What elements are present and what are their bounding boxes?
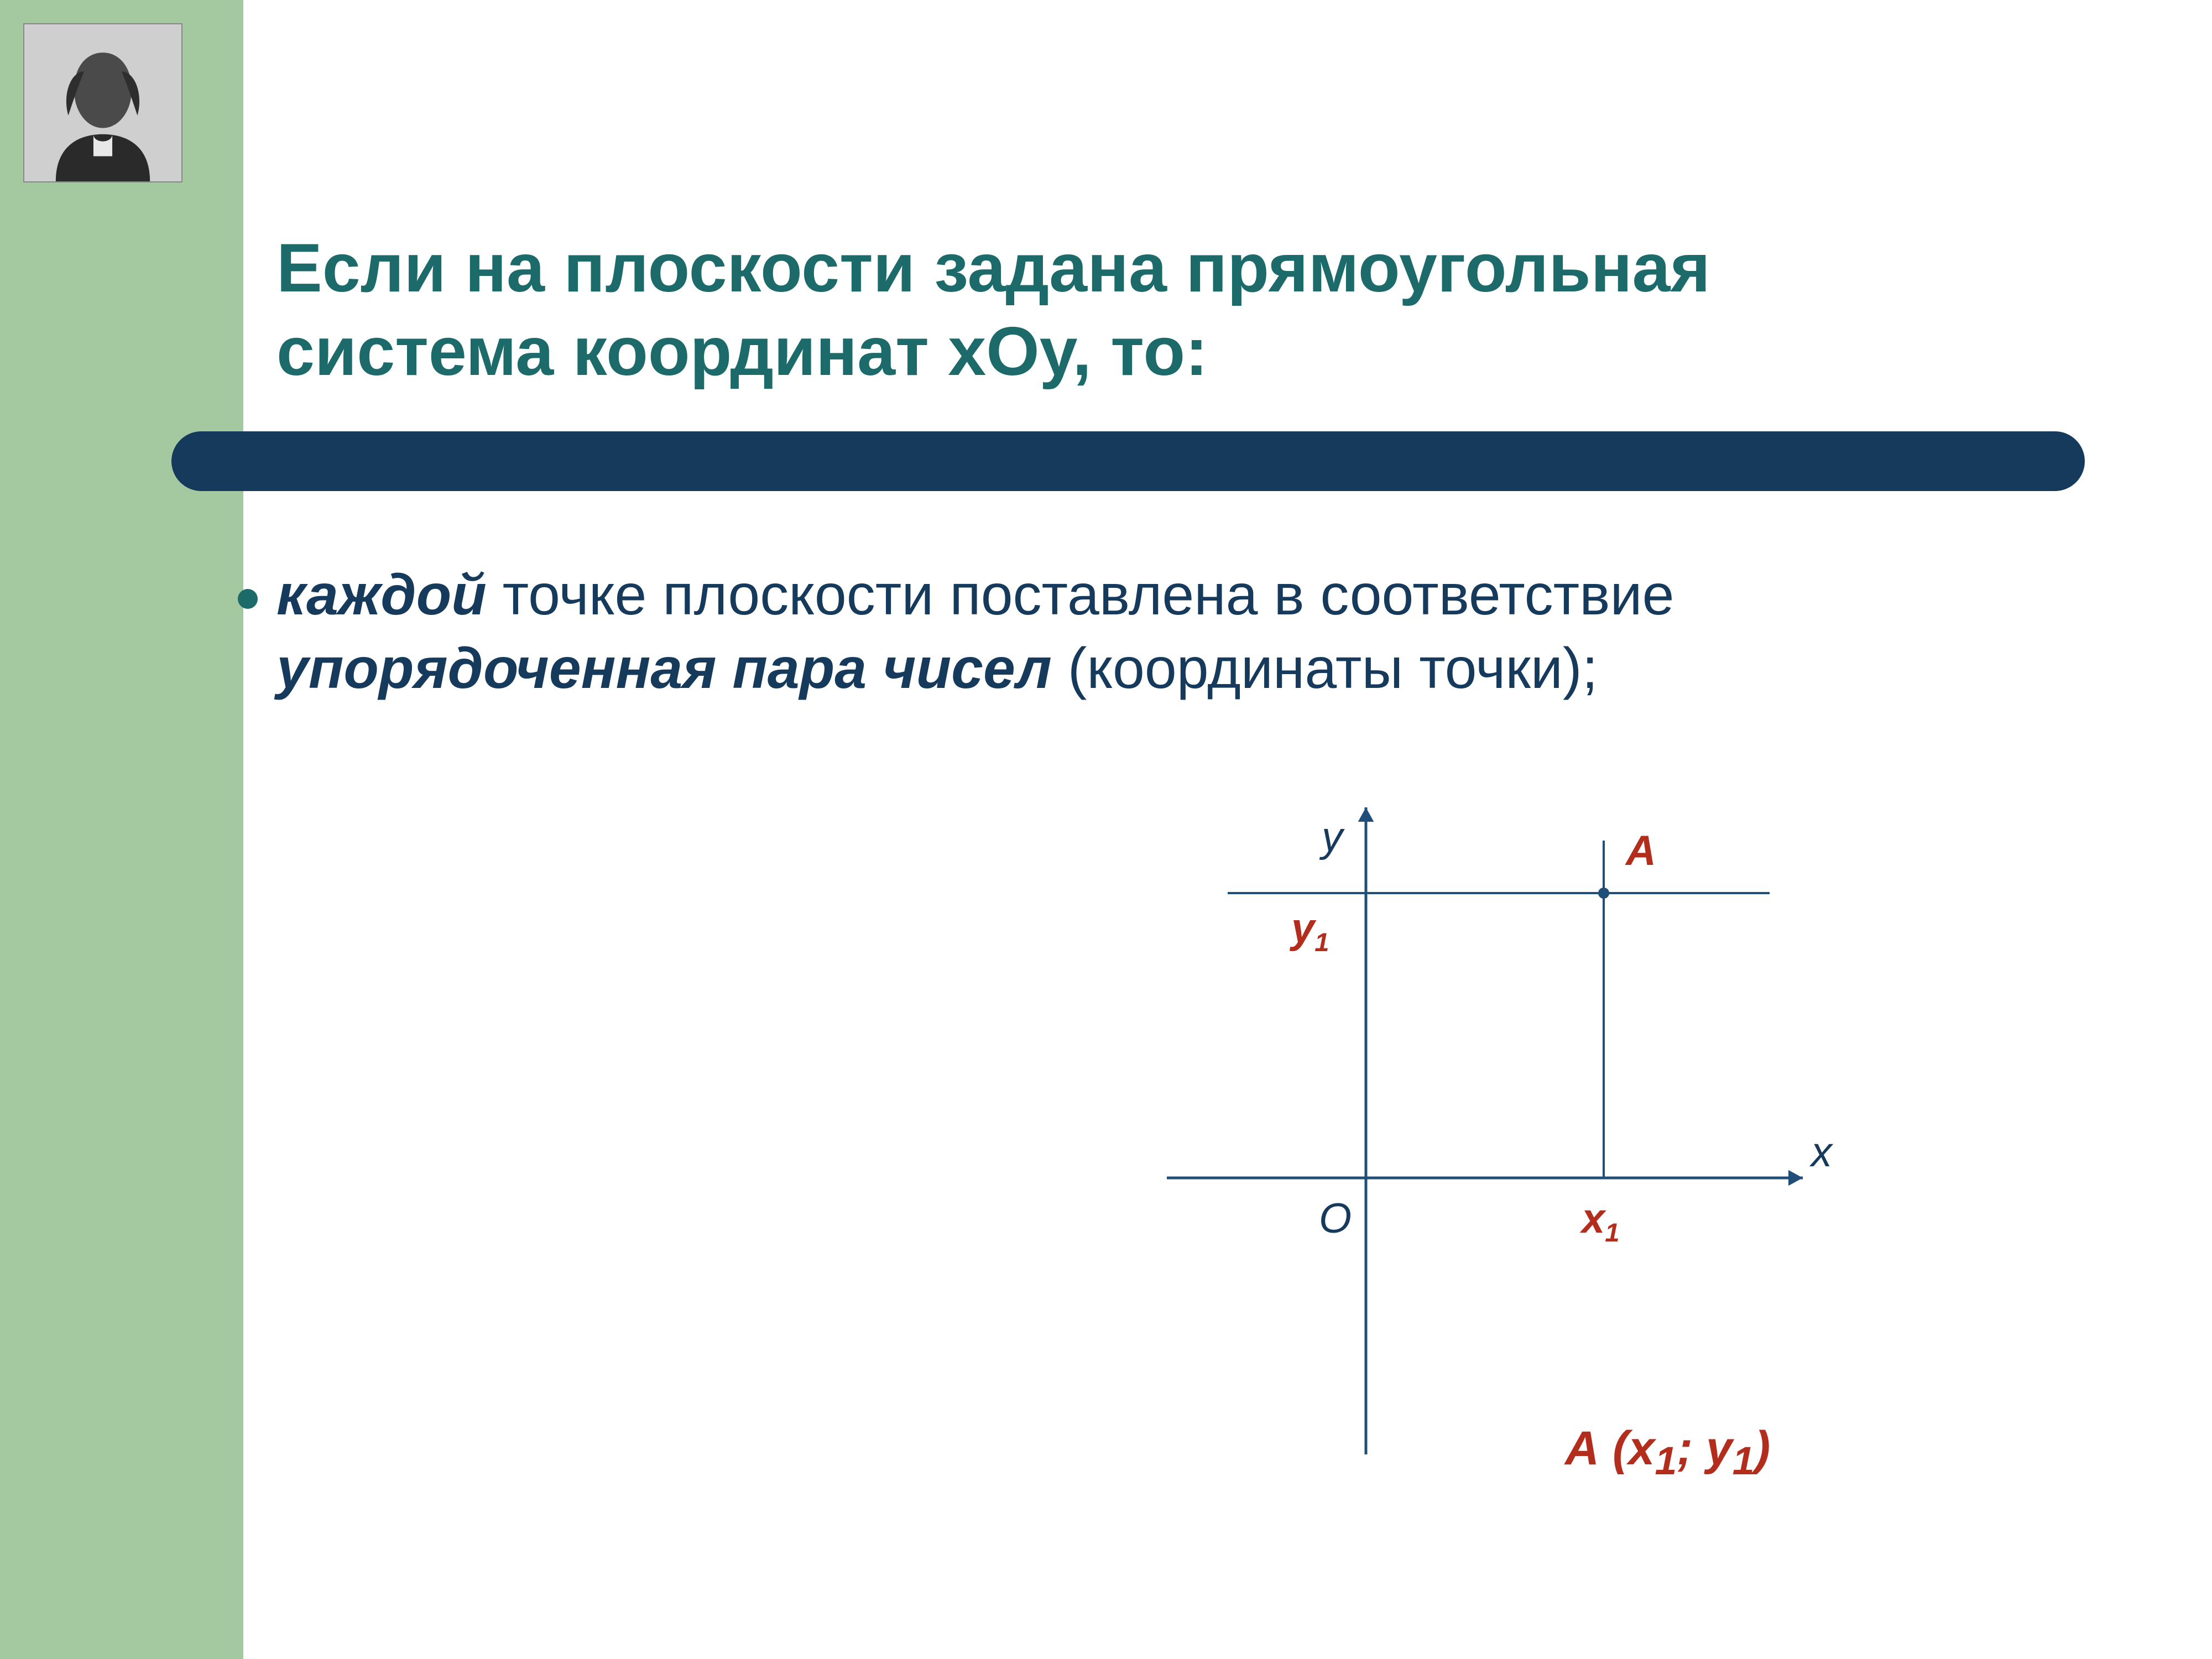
y1-label-base: у (1291, 905, 1314, 952)
coord-mid: ; у (1677, 1422, 1732, 1475)
left-band (0, 0, 243, 1659)
bullet-item: каждой точке плоскости поставлена в соот… (276, 559, 1991, 706)
coordinate-svg (1161, 774, 1853, 1493)
y1-label-sub: 1 (1314, 927, 1329, 957)
bullet-emph: упорядоченная пара чисел (276, 637, 1052, 701)
bullet-text: каждой точке плоскости поставлена в соот… (276, 559, 1991, 706)
portrait-thumbnail (23, 23, 182, 182)
origin-label: О (1319, 1194, 1352, 1243)
point-a-label: А (1626, 827, 1656, 875)
bullet-lead: каждой (276, 563, 487, 627)
title-line-1: Если на плоскости задана прямоугольная (276, 230, 1710, 306)
coord-post: ) (1755, 1422, 1771, 1475)
bullet-mid: точке плоскости поставлена в соответстви… (487, 563, 1674, 627)
portrait-icon (24, 24, 181, 181)
x-axis-label: х (1811, 1128, 1832, 1176)
coord-sub2: 1 (1733, 1439, 1755, 1483)
x1-label-base: х (1582, 1195, 1605, 1242)
x1-label: х1 (1582, 1194, 1619, 1248)
coord-pre: А (х (1565, 1422, 1655, 1475)
accent-bar (171, 431, 2085, 491)
point-coordinates: А (х1; у1) (1565, 1421, 1770, 1484)
title-line-2: система координат хОу, то: (276, 314, 1208, 390)
slide-title: Если на плоскости задана прямоугольная с… (276, 227, 2085, 394)
x1-label-sub: 1 (1605, 1218, 1619, 1247)
coord-sub1: 1 (1655, 1439, 1677, 1483)
y-axis-label: у (1322, 813, 1343, 861)
coordinate-diagram: у х О А х1 у1 А (х1; у1) (1161, 774, 1853, 1493)
bullet-tail: (координаты точки); (1052, 637, 1598, 701)
y1-label: у1 (1291, 904, 1329, 957)
bullet-dot-icon (238, 589, 258, 609)
